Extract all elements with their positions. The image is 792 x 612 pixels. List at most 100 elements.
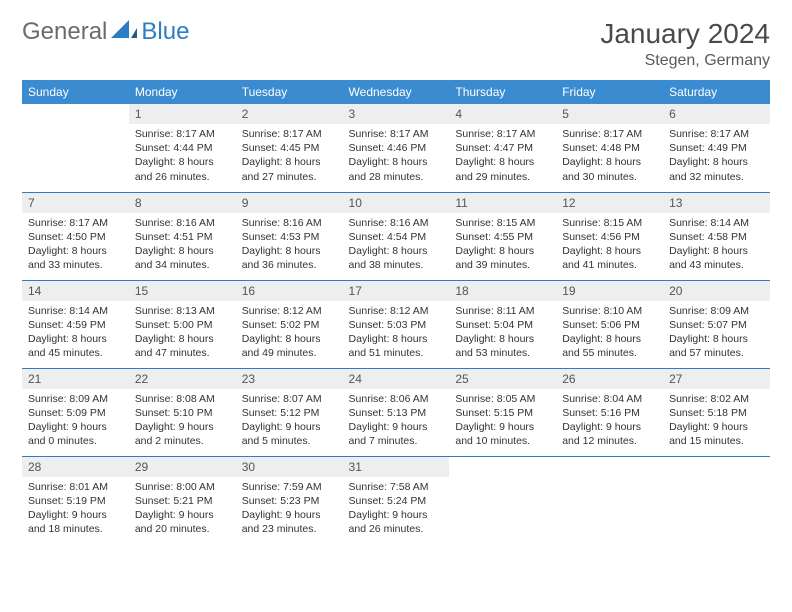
daylight-text: Daylight: 9 hours and 10 minutes.	[455, 420, 550, 448]
calendar-cell: 25Sunrise: 8:05 AMSunset: 5:15 PMDayligh…	[449, 368, 556, 456]
sunrise-text: Sunrise: 8:00 AM	[135, 480, 230, 494]
sunset-text: Sunset: 5:12 PM	[242, 406, 337, 420]
sunrise-text: Sunrise: 8:17 AM	[562, 127, 657, 141]
calendar-cell: 19Sunrise: 8:10 AMSunset: 5:06 PMDayligh…	[556, 280, 663, 368]
sunrise-text: Sunrise: 7:58 AM	[349, 480, 444, 494]
sunset-text: Sunset: 4:58 PM	[669, 230, 764, 244]
calendar-cell: 4Sunrise: 8:17 AMSunset: 4:47 PMDaylight…	[449, 104, 556, 192]
daylight-text: Daylight: 9 hours and 15 minutes.	[669, 420, 764, 448]
calendar-cell: 2Sunrise: 8:17 AMSunset: 4:45 PMDaylight…	[236, 104, 343, 192]
sunrise-text: Sunrise: 8:17 AM	[28, 216, 123, 230]
logo: General Blue	[22, 18, 189, 46]
sunrise-text: Sunrise: 8:09 AM	[669, 304, 764, 318]
daylight-text: Daylight: 8 hours and 30 minutes.	[562, 155, 657, 183]
sunset-text: Sunset: 5:15 PM	[455, 406, 550, 420]
day-details: Sunrise: 8:09 AMSunset: 5:07 PMDaylight:…	[663, 301, 770, 365]
sunset-text: Sunset: 4:59 PM	[28, 318, 123, 332]
sunset-text: Sunset: 4:47 PM	[455, 141, 550, 155]
weekday-header: Sunday	[22, 80, 129, 104]
daylight-text: Daylight: 8 hours and 55 minutes.	[562, 332, 657, 360]
weekday-header: Monday	[129, 80, 236, 104]
weekday-header: Friday	[556, 80, 663, 104]
calendar-cell: 3Sunrise: 8:17 AMSunset: 4:46 PMDaylight…	[343, 104, 450, 192]
calendar-cell: 7Sunrise: 8:17 AMSunset: 4:50 PMDaylight…	[22, 192, 129, 280]
sunset-text: Sunset: 5:23 PM	[242, 494, 337, 508]
day-number: 4	[449, 104, 556, 124]
day-details: Sunrise: 8:14 AMSunset: 4:58 PMDaylight:…	[663, 213, 770, 277]
day-number: 12	[556, 193, 663, 213]
day-details: Sunrise: 8:00 AMSunset: 5:21 PMDaylight:…	[129, 477, 236, 541]
logo-text-blue: Blue	[141, 18, 189, 46]
day-details: Sunrise: 8:02 AMSunset: 5:18 PMDaylight:…	[663, 389, 770, 453]
calendar-cell	[556, 456, 663, 544]
calendar-cell: 1Sunrise: 8:17 AMSunset: 4:44 PMDaylight…	[129, 104, 236, 192]
day-number: 21	[22, 369, 129, 389]
sunset-text: Sunset: 4:44 PM	[135, 141, 230, 155]
sunrise-text: Sunrise: 8:06 AM	[349, 392, 444, 406]
day-details: Sunrise: 8:17 AMSunset: 4:44 PMDaylight:…	[129, 124, 236, 188]
day-number: 5	[556, 104, 663, 124]
day-number: 31	[343, 457, 450, 477]
sunset-text: Sunset: 4:55 PM	[455, 230, 550, 244]
day-details: Sunrise: 8:09 AMSunset: 5:09 PMDaylight:…	[22, 389, 129, 453]
day-details: Sunrise: 8:05 AMSunset: 5:15 PMDaylight:…	[449, 389, 556, 453]
daylight-text: Daylight: 8 hours and 45 minutes.	[28, 332, 123, 360]
day-details: Sunrise: 8:17 AMSunset: 4:47 PMDaylight:…	[449, 124, 556, 188]
day-details: Sunrise: 7:58 AMSunset: 5:24 PMDaylight:…	[343, 477, 450, 541]
daylight-text: Daylight: 8 hours and 32 minutes.	[669, 155, 764, 183]
daylight-text: Daylight: 8 hours and 29 minutes.	[455, 155, 550, 183]
sunset-text: Sunset: 4:45 PM	[242, 141, 337, 155]
sunrise-text: Sunrise: 8:17 AM	[349, 127, 444, 141]
calendar-week-row: 21Sunrise: 8:09 AMSunset: 5:09 PMDayligh…	[22, 368, 770, 456]
daylight-text: Daylight: 8 hours and 28 minutes.	[349, 155, 444, 183]
day-number: 22	[129, 369, 236, 389]
calendar-cell: 21Sunrise: 8:09 AMSunset: 5:09 PMDayligh…	[22, 368, 129, 456]
day-number: 10	[343, 193, 450, 213]
day-number: 18	[449, 281, 556, 301]
day-details: Sunrise: 8:16 AMSunset: 4:51 PMDaylight:…	[129, 213, 236, 277]
day-details: Sunrise: 8:17 AMSunset: 4:49 PMDaylight:…	[663, 124, 770, 188]
page-header: General Blue January 2024 Stegen, German…	[22, 18, 770, 70]
sunrise-text: Sunrise: 7:59 AM	[242, 480, 337, 494]
calendar-cell: 9Sunrise: 8:16 AMSunset: 4:53 PMDaylight…	[236, 192, 343, 280]
daylight-text: Daylight: 8 hours and 51 minutes.	[349, 332, 444, 360]
day-details: Sunrise: 8:17 AMSunset: 4:50 PMDaylight:…	[22, 213, 129, 277]
calendar-cell: 10Sunrise: 8:16 AMSunset: 4:54 PMDayligh…	[343, 192, 450, 280]
day-number: 30	[236, 457, 343, 477]
sunrise-text: Sunrise: 8:12 AM	[242, 304, 337, 318]
day-details: Sunrise: 8:07 AMSunset: 5:12 PMDaylight:…	[236, 389, 343, 453]
sunset-text: Sunset: 4:48 PM	[562, 141, 657, 155]
daylight-text: Daylight: 9 hours and 20 minutes.	[135, 508, 230, 536]
day-number: 29	[129, 457, 236, 477]
daylight-text: Daylight: 8 hours and 33 minutes.	[28, 244, 123, 272]
calendar-cell	[22, 104, 129, 192]
day-number: 1	[129, 104, 236, 124]
calendar-cell: 20Sunrise: 8:09 AMSunset: 5:07 PMDayligh…	[663, 280, 770, 368]
day-details: Sunrise: 8:17 AMSunset: 4:46 PMDaylight:…	[343, 124, 450, 188]
sunrise-text: Sunrise: 8:14 AM	[669, 216, 764, 230]
day-number: 7	[22, 193, 129, 213]
daylight-text: Daylight: 9 hours and 2 minutes.	[135, 420, 230, 448]
day-number: 25	[449, 369, 556, 389]
calendar-cell: 29Sunrise: 8:00 AMSunset: 5:21 PMDayligh…	[129, 456, 236, 544]
sunrise-text: Sunrise: 8:16 AM	[349, 216, 444, 230]
day-number: 24	[343, 369, 450, 389]
sunset-text: Sunset: 5:06 PM	[562, 318, 657, 332]
day-number: 26	[556, 369, 663, 389]
sunset-text: Sunset: 4:54 PM	[349, 230, 444, 244]
sunset-text: Sunset: 4:56 PM	[562, 230, 657, 244]
daylight-text: Daylight: 8 hours and 49 minutes.	[242, 332, 337, 360]
calendar-cell: 26Sunrise: 8:04 AMSunset: 5:16 PMDayligh…	[556, 368, 663, 456]
day-number: 9	[236, 193, 343, 213]
day-details: Sunrise: 7:59 AMSunset: 5:23 PMDaylight:…	[236, 477, 343, 541]
sunrise-text: Sunrise: 8:16 AM	[135, 216, 230, 230]
day-number: 23	[236, 369, 343, 389]
sunrise-text: Sunrise: 8:10 AM	[562, 304, 657, 318]
calendar-cell: 28Sunrise: 8:01 AMSunset: 5:19 PMDayligh…	[22, 456, 129, 544]
title-block: January 2024 Stegen, Germany	[600, 18, 770, 70]
day-details: Sunrise: 8:08 AMSunset: 5:10 PMDaylight:…	[129, 389, 236, 453]
sunrise-text: Sunrise: 8:11 AM	[455, 304, 550, 318]
calendar-cell: 17Sunrise: 8:12 AMSunset: 5:03 PMDayligh…	[343, 280, 450, 368]
daylight-text: Daylight: 9 hours and 5 minutes.	[242, 420, 337, 448]
calendar-header-row: SundayMondayTuesdayWednesdayThursdayFrid…	[22, 80, 770, 104]
